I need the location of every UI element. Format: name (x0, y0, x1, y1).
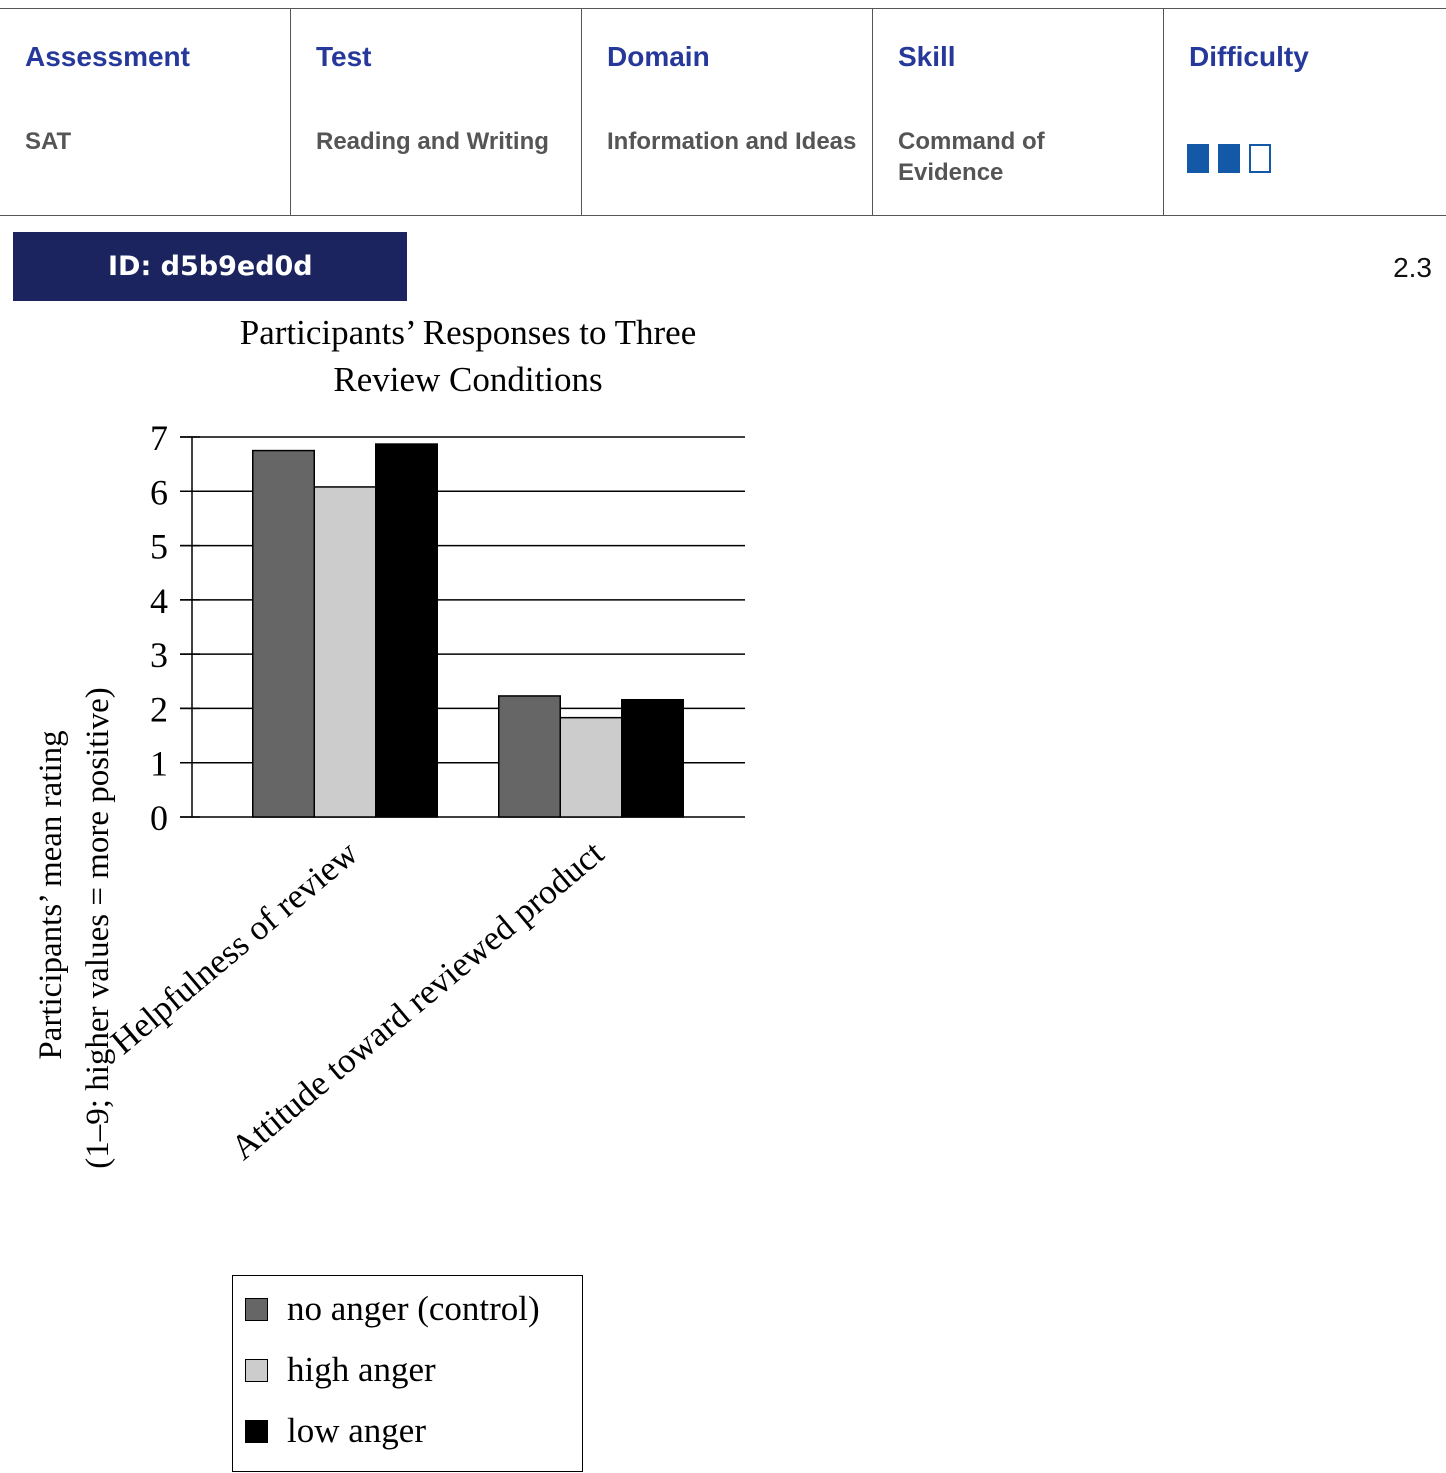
y-tick-label: 3 (150, 635, 168, 675)
bar-high-anger-1 (314, 487, 376, 817)
domain-heading: Domain (607, 41, 710, 73)
legend-label: no anger (control) (287, 1289, 540, 1329)
difficulty-column: Difficulty (1164, 9, 1446, 215)
y-tick-label: 4 (150, 581, 168, 621)
test-value: Reading and Writing (316, 126, 566, 157)
legend-item: high anger (245, 1350, 436, 1390)
question-id-banner: ID: d5b9ed0d (13, 232, 407, 301)
question-metadata-table: Assessment SAT Test Reading and Writing … (0, 8, 1446, 216)
legend-swatch (245, 1359, 268, 1382)
assessment-heading: Assessment (25, 41, 190, 73)
x-category-label: Helpfulness of review (103, 833, 365, 1062)
legend-label: high anger (287, 1350, 436, 1390)
test-heading: Test (316, 41, 372, 73)
difficulty-filled-box (1218, 144, 1240, 173)
y-tick-label: 1 (150, 744, 168, 784)
bar-chart: Participants’ Responses to Three Review … (0, 300, 800, 1220)
question-id: ID: d5b9ed0d (108, 251, 313, 282)
y-tick-label: 7 (150, 418, 168, 458)
bars (253, 444, 684, 817)
bar-no-anger-control-1 (253, 451, 315, 817)
skill-heading: Skill (898, 41, 956, 73)
bar-no-anger-control-2 (499, 696, 561, 817)
skill-value: Command of Evidence (898, 126, 1148, 188)
legend-swatch (245, 1298, 268, 1321)
assessment-column: Assessment SAT (0, 9, 291, 215)
bar-high-anger-2 (560, 718, 622, 817)
y-tick-label: 5 (150, 527, 168, 567)
difficulty-heading: Difficulty (1189, 41, 1309, 73)
legend-item: low anger (245, 1411, 426, 1451)
legend-swatch (245, 1420, 268, 1443)
legend-item: no anger (control) (245, 1289, 540, 1329)
chart-title-line-2: Review Conditions (333, 360, 602, 399)
skill-column: Skill Command of Evidence (873, 9, 1164, 215)
y-tick-label: 6 (150, 472, 168, 512)
difficulty-empty-box (1249, 144, 1271, 173)
y-axis-label-line-2: (1–9; higher values = more positive) (80, 687, 116, 1168)
test-column: Test Reading and Writing (291, 9, 582, 215)
y-axis-label-line-1: Participants’ mean rating (33, 730, 69, 1059)
chart-title-line-1: Participants’ Responses to Three (240, 313, 697, 352)
difficulty-indicator (1187, 144, 1271, 173)
legend-label: low anger (287, 1411, 426, 1451)
domain-value: Information and Ideas (607, 126, 857, 157)
y-tick-label: 2 (150, 689, 168, 729)
bar-low-anger-1 (376, 444, 438, 817)
chart-legend: no anger (control) high anger low anger (232, 1275, 583, 1472)
bar-low-anger-2 (622, 700, 684, 817)
difficulty-filled-box (1187, 144, 1209, 173)
domain-column: Domain Information and Ideas (582, 9, 873, 215)
assessment-value: SAT (25, 126, 275, 157)
question-version: 2.3 (1393, 252, 1432, 284)
y-tick-label: 0 (150, 798, 168, 838)
